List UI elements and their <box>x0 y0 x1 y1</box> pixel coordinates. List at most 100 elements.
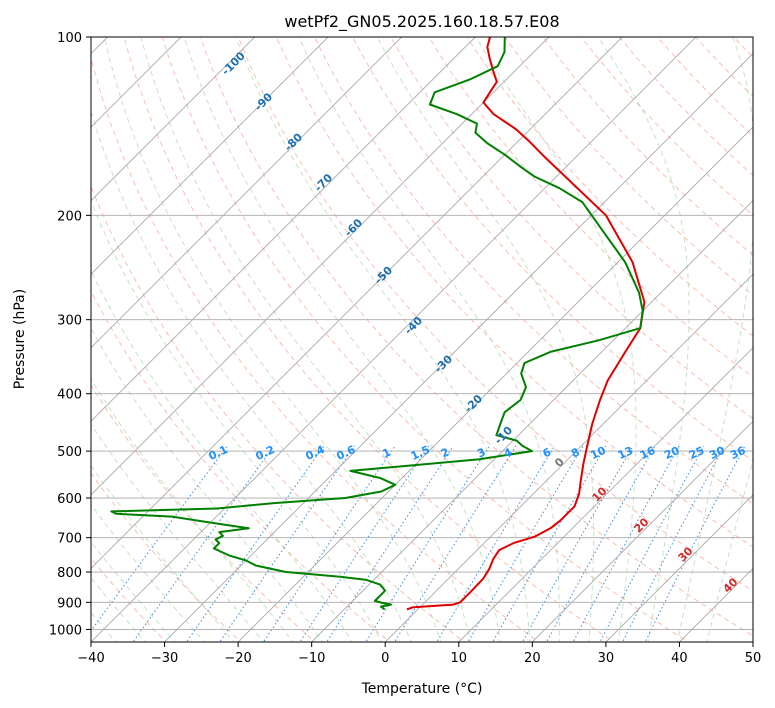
mixing-ratio-line <box>622 445 725 642</box>
dry-adiabat <box>91 55 540 642</box>
mixing-ratio-line <box>394 445 517 642</box>
dry-adiabat <box>732 37 753 58</box>
dry-adiabat <box>237 37 753 592</box>
isotherm <box>384 273 753 642</box>
isotherm <box>91 37 697 642</box>
x-tick-label: 40 <box>671 651 688 666</box>
moist-adiabat <box>91 269 353 642</box>
isotherm <box>91 37 476 422</box>
mixing-ratio-line <box>365 445 490 642</box>
x-tick-label: −30 <box>151 651 178 666</box>
background-lines <box>91 24 775 645</box>
dry-adiabat <box>542 37 753 256</box>
moist-adiabat <box>91 464 235 642</box>
isotherm <box>91 37 256 202</box>
mixing-ratio-label: 10 <box>588 444 608 462</box>
isotherm <box>752 641 753 642</box>
moist-adiabat <box>91 327 323 642</box>
mixing-ratio-label: 6 <box>541 445 554 460</box>
mixing-ratio-label: 1 <box>380 446 392 461</box>
isotherm <box>163 52 753 642</box>
dry-adiabat-label: -100 <box>219 49 248 78</box>
isotherm <box>91 37 550 496</box>
moist-adiabat <box>91 503 205 642</box>
moist-adiabat <box>91 377 294 642</box>
x-tick-label: −20 <box>224 651 251 666</box>
mixing-ratio-line <box>219 445 356 642</box>
moist-adiabat-label: 40 <box>721 575 741 595</box>
mixing-ratio-label: 4 <box>502 445 515 460</box>
dry-adiabat <box>313 37 753 505</box>
mixing-ratio-line <box>521 445 634 642</box>
mixing-ratio-label: 36 <box>728 444 748 462</box>
y-tick-label: 300 <box>57 314 82 329</box>
dry-adiabat <box>91 290 391 642</box>
dry-adiabat-label: -60 <box>342 216 365 239</box>
y-tick-label: 100 <box>57 31 82 46</box>
mixing-ratio-line <box>599 445 705 642</box>
mixing-ratio-line <box>644 445 746 642</box>
dry-adiabat-label: -10 <box>492 424 515 447</box>
dry-adiabat <box>428 37 753 378</box>
dry-adiabat <box>275 37 753 548</box>
isotherm <box>91 37 329 275</box>
dry-adiabat <box>161 37 690 642</box>
y-tick-label: 500 <box>57 445 82 460</box>
isotherm <box>91 37 403 349</box>
moist-adiabat <box>140 37 472 642</box>
series-group <box>110 37 646 611</box>
y-tick-label: 800 <box>57 566 82 581</box>
mixing-ratio-label: 25 <box>687 444 706 462</box>
x-tick-label: 30 <box>598 651 615 666</box>
mixing-ratio-label: 0.1 <box>207 443 230 463</box>
dry-adiabat <box>656 37 753 137</box>
mixing-ratio-line <box>546 445 656 642</box>
line-labels: 0.1 0.2 0.4 0.6 1 1.5 2 3 4 6 8 10 13 16 20 25 30 36-100-… <box>207 49 748 595</box>
moist-adiabat-label: 20 <box>632 515 652 535</box>
dry-adiabat <box>352 37 753 462</box>
mixing-ratio-line <box>467 445 584 642</box>
y-tick-label: 600 <box>57 492 82 507</box>
isotherm <box>458 347 753 642</box>
moist-adiabat <box>91 109 412 642</box>
dry-adiabat <box>91 185 466 642</box>
x-tick-label: −10 <box>298 651 325 666</box>
plot-frame <box>90 36 754 643</box>
mixing-ratio-label: 20 <box>662 444 682 462</box>
mixing-ratio-line <box>326 445 454 642</box>
x-tick-label: 50 <box>745 651 762 666</box>
x-tick-label: 20 <box>524 651 541 666</box>
moist-adiabat <box>475 37 637 642</box>
mixing-ratio-line <box>132 445 275 642</box>
moist-adiabat <box>706 458 753 642</box>
dry-adiabat <box>199 37 753 637</box>
x-tick-label: −40 <box>77 651 104 666</box>
moist-adiabat <box>103 37 442 642</box>
moist-adiabat <box>598 37 690 642</box>
y-axis-label: Pressure (hPa) <box>12 289 28 389</box>
grid <box>91 37 753 642</box>
x-axis-label: Temperature (°C) <box>361 681 483 697</box>
mixing-ratio-label: 0.4 <box>304 443 327 463</box>
mixing-ratio-label: 2 <box>439 446 451 461</box>
isotherm <box>91 37 182 128</box>
dry-adiabat-label: -80 <box>282 130 305 153</box>
moist-adiabat <box>298 37 560 642</box>
dry-adiabat <box>759 24 775 645</box>
mixing-ratio-line <box>185 445 325 642</box>
dewpoint-line <box>110 37 644 611</box>
isotherm <box>237 126 753 642</box>
chart-title: wetPf2_GN05.2025.160.18.57.E08 <box>284 12 559 32</box>
dry-adiabat-label: -70 <box>312 171 335 194</box>
mixing-ratio-line <box>262 445 396 642</box>
y-tick-label: 1000 <box>49 623 82 638</box>
y-tick-label: 700 <box>57 532 82 547</box>
isotherm <box>531 420 753 642</box>
y-tick-label: 900 <box>57 596 82 611</box>
dry-adiabat <box>580 37 753 216</box>
mixing-ratio-label: 30 <box>707 444 727 462</box>
dry-adiabat-label: -30 <box>432 352 455 375</box>
dry-adiabat <box>390 37 753 420</box>
isotherm <box>91 37 624 570</box>
